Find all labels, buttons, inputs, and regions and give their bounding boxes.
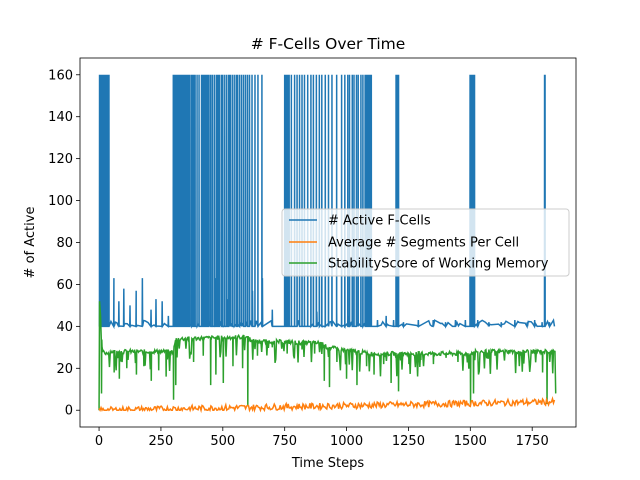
x-tick-label: 1250 (392, 434, 425, 449)
legend-label-stability-score: StabilityScore of Working Memory (328, 257, 549, 272)
y-tick-label: 120 (48, 152, 73, 167)
x-axis-label: Time Steps (291, 456, 365, 471)
legend-box (281, 208, 570, 277)
legend-label-avg-segments: Average # Segments Per Cell (328, 236, 519, 251)
series-line-stability-score (98, 301, 557, 411)
y-tick-label: 140 (48, 110, 73, 125)
y-tick-label: 160 (48, 68, 73, 83)
y-tick-label: 0 (65, 404, 73, 419)
y-tick-label: 20 (56, 362, 73, 377)
series-layer (98, 74, 557, 414)
legend-label-active-f-cells: # Active F-Cells (328, 214, 431, 229)
y-tick-label: 100 (48, 194, 73, 209)
x-axis-ticks: 0 250 500 750 1000 1250 1500 1750 (95, 427, 549, 449)
y-axis-ticks: 0 20 40 60 80 100 120 140 160 (48, 68, 80, 419)
y-axis-label: # of Active (23, 207, 38, 279)
x-tick-label: 750 (272, 434, 297, 449)
x-tick-label: 250 (149, 434, 174, 449)
series-line-active-f-cells (98, 74, 556, 330)
x-tick-label: 0 (95, 434, 103, 449)
x-tick-label: 500 (210, 434, 235, 449)
legend: # Active F-Cells Average # Segments Per … (281, 208, 570, 277)
y-tick-label: 60 (56, 278, 73, 293)
chart-title: # F-Cells Over Time (251, 35, 406, 53)
y-tick-label: 80 (56, 236, 73, 251)
series-line-avg-segments (98, 395, 556, 414)
y-tick-label: 40 (56, 320, 73, 335)
x-tick-label: 1000 (330, 434, 363, 449)
x-tick-label: 1500 (454, 434, 487, 449)
x-tick-label: 1750 (516, 434, 549, 449)
